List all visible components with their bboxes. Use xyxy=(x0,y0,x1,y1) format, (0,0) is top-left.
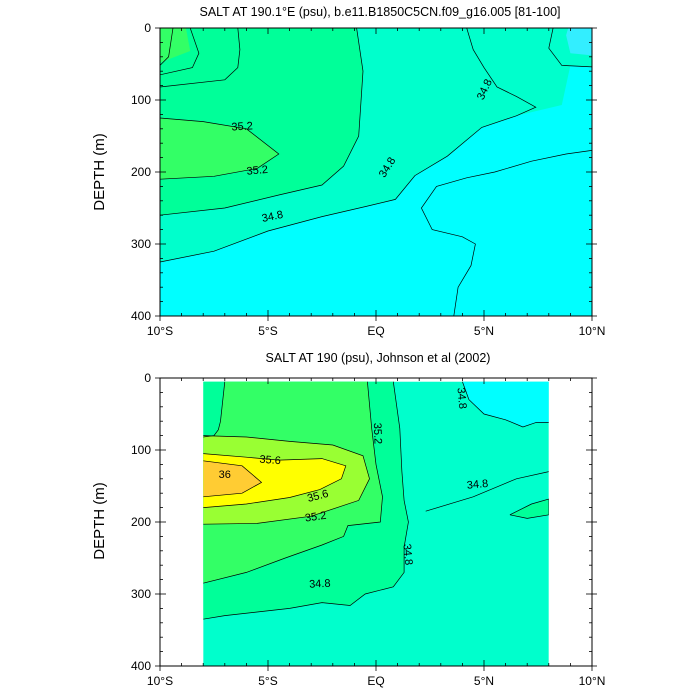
contour-line xyxy=(548,28,592,68)
contour-label: 34.8 xyxy=(261,209,284,225)
contour-label-text: 34.8 xyxy=(261,209,284,225)
contour-line xyxy=(203,435,370,525)
y-tick-label: 400 xyxy=(131,309,151,323)
contour-line xyxy=(160,28,174,66)
contour-line xyxy=(160,28,364,216)
contour-line xyxy=(462,381,549,428)
contour-label: 36 xyxy=(219,469,231,481)
x-tick-label: 5°S xyxy=(258,324,277,338)
contour-line xyxy=(160,28,200,76)
contour-label: 34.8 xyxy=(454,387,468,409)
x-tick-label: 10°S xyxy=(147,324,173,338)
y-tick-label: 0 xyxy=(144,371,151,385)
x-tick-label: 5°N xyxy=(474,674,494,688)
salinity-band-35.2 xyxy=(160,118,279,180)
contour-label-text: 35.2 xyxy=(371,423,384,445)
x-tick-label: 10°N xyxy=(579,674,606,688)
y-tick-label: 300 xyxy=(131,587,151,601)
lower-panel: SALT AT 190 (psu), Johnson et al (2002) … xyxy=(91,351,605,688)
y-tick-label: 100 xyxy=(131,443,151,457)
upper-panel-axes: 10°S 5°S EQ 5°N 10°N 0 100 200 300 400 xyxy=(131,21,605,338)
contour-label-text: 34.8 xyxy=(466,478,488,492)
contour-line xyxy=(509,498,549,519)
lower-panel-filled-contours xyxy=(203,381,549,666)
contour-label-text: 35.2 xyxy=(231,120,253,133)
x-tick-label: EQ xyxy=(367,674,384,688)
y-tick-label: 200 xyxy=(131,515,151,529)
contour-line xyxy=(160,28,537,263)
contour-label-text: 35.2 xyxy=(246,164,268,178)
lower-panel-contour-labels: 34.8 35.2 35.6 36 35.6 35.2 34.8 34.8 34.8 xyxy=(219,387,489,591)
contour-line xyxy=(203,460,263,498)
y-tick-label: 400 xyxy=(131,659,151,673)
x-tick-label: 5°N xyxy=(474,324,494,338)
contour-label: 35.6 xyxy=(306,488,330,505)
contour-line xyxy=(160,28,241,88)
upper-panel-title: SALT AT 190.1°E (psu), b.e11.B1850C5CN.f… xyxy=(199,5,560,19)
upper-panel: SALT AT 190.1°E (psu), b.e11.B1850C5CN.f… xyxy=(91,5,605,338)
y-tick-label: 200 xyxy=(131,165,151,179)
salinity-band-34.6 xyxy=(462,381,549,427)
salinity-band-34.4 xyxy=(566,28,592,56)
contour-label: 35.2 xyxy=(246,164,268,178)
contour-label-text: 35.6 xyxy=(306,488,330,505)
contour-label: 35.2 xyxy=(304,510,327,525)
x-tick-label: 5°S xyxy=(258,674,277,688)
upper-panel-filled-contours xyxy=(160,28,592,316)
contour-label: 35.2 xyxy=(231,120,253,133)
contour-label: 34.8 xyxy=(400,543,414,565)
lower-panel-axes: 10°S 5°S EQ 5°N 10°N 0 100 200 300 400 xyxy=(131,371,605,688)
salinity-band-35 xyxy=(509,499,549,519)
lower-panel-ylabel: DEPTH (m) xyxy=(91,482,108,560)
contour-label: 35.6 xyxy=(259,454,281,467)
salinity-band-35.2 xyxy=(160,28,191,63)
lower-panel-contour-lines xyxy=(203,381,549,620)
x-tick-label: 10°N xyxy=(579,324,606,338)
contour-line xyxy=(203,381,383,584)
upper-panel-contour-lines xyxy=(160,28,592,316)
x-tick-label: EQ xyxy=(367,324,384,338)
y-tick-label: 0 xyxy=(144,21,151,35)
upper-panel-ylabel: DEPTH (m) xyxy=(91,133,108,211)
contour-label-text: 34.8 xyxy=(309,578,331,591)
x-tick-label: 10°S xyxy=(147,674,173,688)
lower-panel-title: SALT AT 190 (psu), Johnson et al (2002) xyxy=(266,351,491,365)
y-tick-label: 300 xyxy=(131,237,151,251)
contour-label-text: 36 xyxy=(219,469,231,481)
contour-line xyxy=(425,471,549,512)
contour-label: 34.8 xyxy=(466,478,488,492)
contour-label-text: 34.8 xyxy=(400,543,414,565)
contour-label: 34.8 xyxy=(309,578,331,591)
y-tick-label: 100 xyxy=(131,93,151,107)
contour-line xyxy=(420,150,592,316)
contour-label-text: 35.2 xyxy=(304,510,327,525)
contour-line xyxy=(203,453,347,508)
contour-label-text: 35.6 xyxy=(259,454,281,467)
contour-label: 35.2 xyxy=(371,423,384,445)
contour-line xyxy=(160,117,280,180)
salinity-band-35.8 xyxy=(203,460,262,497)
contour-label-text: 34.8 xyxy=(454,387,468,409)
contour-line xyxy=(203,381,409,620)
